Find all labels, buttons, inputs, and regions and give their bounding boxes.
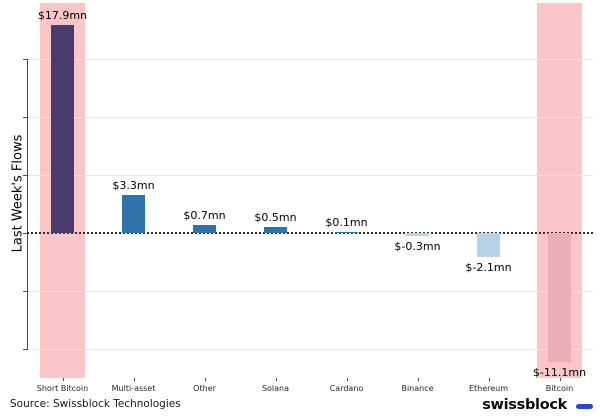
zero-baseline (27, 232, 593, 234)
x-tick-label: Ethereum (468, 384, 509, 393)
bar-short-bitcoin (51, 25, 74, 233)
gridline (27, 291, 593, 292)
x-tick-label: Multi-asset (111, 384, 156, 393)
x-axis-tick (204, 378, 206, 381)
bar-multi-asset (122, 195, 145, 233)
x-axis-tick (346, 378, 348, 381)
bar-cardano (335, 232, 358, 233)
gridline (27, 349, 593, 350)
x-axis-tick (488, 378, 490, 381)
gridline (27, 175, 593, 176)
source-note: Source: Swissblock Technologies (10, 398, 181, 410)
y-axis-tick (23, 233, 27, 234)
y-axis-spine (27, 59, 28, 350)
y-axis-label: Last Week's Flows (10, 134, 26, 253)
value-label: $-2.1mn (465, 261, 512, 274)
value-label: $0.5mn (254, 211, 297, 224)
y-axis-tick (23, 175, 27, 176)
x-axis-tick (417, 378, 419, 381)
value-label: $17.9mn (37, 9, 88, 22)
bar-bitcoin (548, 233, 571, 362)
bar-ethereum (477, 233, 500, 257)
value-label: $3.3mn (112, 179, 155, 192)
y-axis-tick (23, 291, 27, 292)
value-label: $0.7mn (183, 209, 226, 222)
x-tick-label: Binance (401, 384, 434, 393)
swissblock-logo: swissblock (482, 397, 593, 413)
y-axis-tick (23, 349, 27, 350)
x-axis-tick (133, 378, 135, 381)
gridline (27, 59, 593, 60)
x-axis-tick (559, 378, 561, 381)
bar-binance (406, 233, 429, 236)
bar-other (193, 225, 216, 233)
y-axis-tick (23, 59, 27, 60)
value-label: $-11.1mn (532, 366, 587, 379)
x-axis-tick (62, 378, 64, 381)
x-axis-tick (275, 378, 277, 381)
brand-dash-icon (576, 404, 593, 409)
brand-wordmark: swissblock (482, 397, 567, 413)
x-tick-label: Short Bitcoin (36, 384, 89, 393)
x-tick-label: Other (193, 384, 216, 393)
value-label: $0.1mn (325, 216, 368, 229)
x-tick-label: Bitcoin (545, 384, 574, 393)
gridline (27, 117, 593, 118)
x-tick-label: Cardano (329, 384, 364, 393)
bar-solana (264, 227, 287, 233)
y-axis-tick (23, 117, 27, 118)
value-label: $-0.3mn (394, 240, 441, 253)
x-tick-label: Solana (261, 384, 290, 393)
